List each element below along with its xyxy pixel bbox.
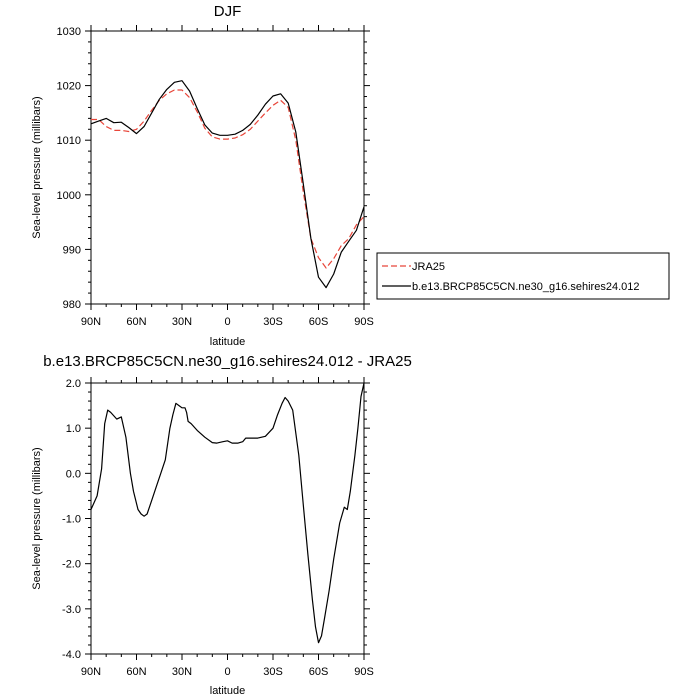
x-tick-label: 0 — [224, 666, 230, 678]
x-axis-label: latitude — [210, 685, 245, 697]
plot-frame — [90, 382, 365, 655]
y-tick-label: 1.0 — [66, 423, 81, 435]
y-tick-label: 1000 — [57, 190, 81, 202]
legend-box — [376, 252, 670, 300]
x-tick-label: 60N — [126, 316, 146, 328]
y-tick-label: 990 — [63, 244, 81, 256]
x-tick-label: 30N — [172, 666, 192, 678]
y-tick-label: -4.0 — [62, 649, 81, 661]
y-tick-label: 980 — [63, 299, 81, 311]
x-tick-label: 90S — [354, 316, 374, 328]
x-tick-label: 30N — [172, 316, 192, 328]
y-tick-label: 1020 — [57, 81, 81, 93]
x-tick-label: 60S — [309, 666, 329, 678]
x-tick-label: 60N — [126, 666, 146, 678]
y-axis-label: Sea-level pressure (millibars) — [31, 96, 43, 238]
y-tick-label: 1010 — [57, 135, 81, 147]
x-tick-label: 90S — [354, 666, 374, 678]
series-line-2 — [90, 80, 365, 289]
x-tick-label: 30S — [263, 666, 283, 678]
y-tick-label: 1030 — [57, 26, 81, 38]
y-tick-label: 2.0 — [66, 378, 81, 390]
chart-title: DJF — [214, 3, 242, 20]
series-line-1 — [90, 382, 365, 644]
chart-djf-sea-level-pressure: DJF 90N 60N 30N 0 30S 60S 90S 980 990 1000 1010 1020… — [31, 3, 670, 348]
series-line-1 — [91, 89, 365, 269]
x-tick-label: 0 — [224, 316, 230, 328]
y-axis-label: Sea-level pressure (millibars) — [31, 447, 43, 589]
x-tick-label: 90N — [81, 666, 101, 678]
legend-label-2: b.e13.BRCP85C5CN.ne30_g16.sehires24.012 — [412, 281, 640, 293]
y-tick-label: -3.0 — [62, 604, 81, 616]
x-tick-label: 30S — [263, 316, 283, 328]
chart-difference-sea-level-pressure: b.e13.BRCP85C5CN.ne30_g16.sehires24.012 … — [31, 353, 412, 697]
chart-title: b.e13.BRCP85C5CN.ne30_g16.sehires24.012 … — [43, 353, 412, 370]
x-tick-label: 90N — [81, 316, 101, 328]
y-tick-label: -2.0 — [62, 559, 81, 571]
x-tick-label: 60S — [309, 316, 329, 328]
x-axis-label: latitude — [210, 336, 245, 348]
y-tick-label: 0.0 — [66, 468, 81, 480]
legend-label-1: JRA25 — [412, 261, 445, 273]
y-tick-label: -1.0 — [62, 514, 81, 526]
